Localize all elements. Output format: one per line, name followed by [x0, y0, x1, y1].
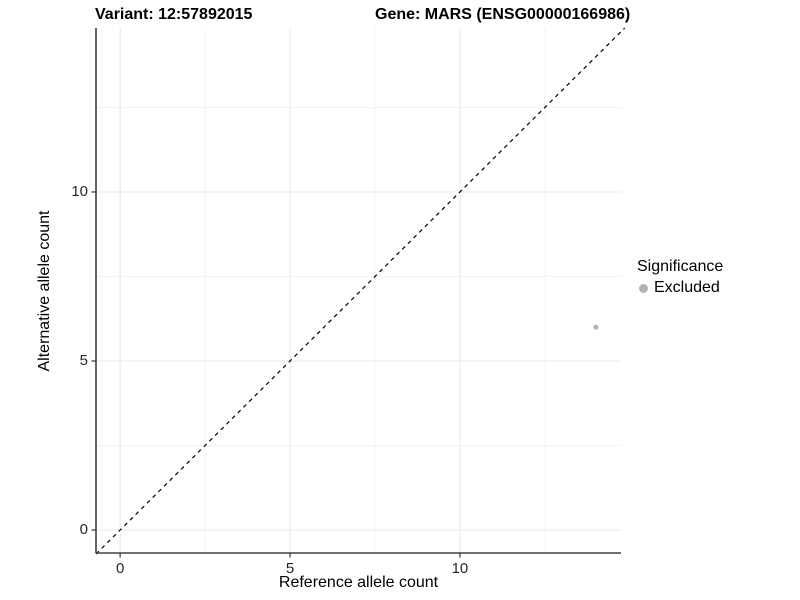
- x-tick-label: 10: [451, 560, 469, 577]
- y-axis-title: Alternative allele count: [36, 210, 53, 372]
- legend: Significance Excluded: [637, 258, 723, 297]
- x-tick-label: 5: [285, 560, 295, 577]
- data-point: [593, 324, 599, 330]
- plot-canvas: [91, 27, 626, 558]
- identity-line: [95, 27, 626, 555]
- legend-item-label: Excluded: [654, 279, 720, 296]
- y-tick-label: 5: [79, 351, 88, 369]
- legend-key-dot: [639, 283, 648, 293]
- x-axis-title: Reference allele count: [278, 574, 439, 591]
- legend-title: Significance: [637, 258, 724, 275]
- y-tick-label: 0: [79, 521, 88, 538]
- legend-item-excluded: Excluded: [637, 279, 723, 297]
- plot-title-gene: Gene: MARS (ENSG00000166986): [375, 6, 631, 23]
- plot-title-variant: Variant: 12:57892015: [95, 6, 253, 23]
- y-tick-label: 10: [71, 182, 88, 200]
- plot-panel: [91, 27, 626, 558]
- x-tick-label: 0: [115, 560, 125, 577]
